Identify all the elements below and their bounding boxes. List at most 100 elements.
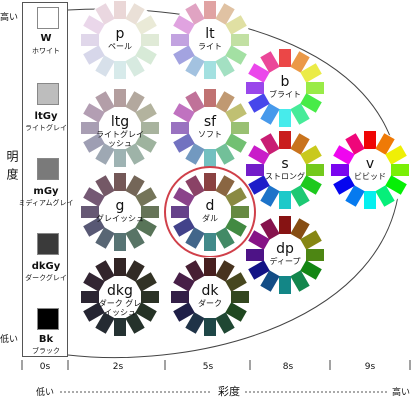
wheel-center — [350, 150, 390, 190]
hue-segment — [204, 89, 216, 107]
hue-segment — [81, 34, 99, 46]
hue-segment — [83, 302, 105, 322]
hue-segment — [231, 34, 249, 46]
tone-wheel-ltg — [80, 88, 160, 168]
hue-segment — [246, 164, 264, 176]
wheel-center — [100, 192, 140, 232]
hue-segment — [231, 291, 249, 303]
saturation-level: 2s — [112, 362, 124, 372]
hue-segment — [114, 1, 126, 19]
hue-segment — [185, 91, 205, 113]
hue-segment — [125, 227, 145, 249]
hue-segment — [114, 233, 126, 251]
hue-segment — [306, 249, 324, 261]
lightness-high-label: 高い — [0, 13, 19, 23]
hue-segment — [375, 133, 395, 155]
hue-segment — [83, 15, 105, 35]
hue-segment — [215, 55, 235, 77]
hue-segment — [225, 15, 247, 35]
wheel-center — [190, 108, 230, 148]
hue-segment — [83, 217, 105, 237]
hue-segment — [135, 217, 157, 237]
hue-segment — [173, 302, 195, 322]
hue-segment — [185, 143, 205, 165]
hue-segment — [171, 122, 189, 134]
hue-segment — [391, 164, 409, 176]
wheel-center — [100, 20, 140, 60]
hue-segment — [300, 260, 322, 280]
hue-segment — [215, 260, 235, 282]
hue-segment — [215, 227, 235, 249]
saturation-axis-label: 彩度 — [218, 385, 240, 398]
hue-segment — [215, 143, 235, 165]
hue-segment — [83, 45, 105, 65]
gray-tone-name: ダークグレイ — [25, 274, 67, 282]
hue-segment — [248, 93, 270, 113]
hue-segment — [260, 133, 280, 155]
hue-segment — [260, 51, 280, 73]
hue-segment — [306, 82, 324, 94]
hue-segment — [95, 91, 115, 113]
hue-segment — [173, 187, 195, 207]
hue-segment — [279, 216, 291, 234]
hue-segment — [260, 185, 280, 207]
hue-segment — [300, 230, 322, 250]
gray-tone-code: ltGy — [34, 111, 58, 122]
hue-segment — [114, 258, 126, 276]
hue-segment — [260, 103, 280, 125]
tone-wheel-d — [164, 166, 256, 258]
hue-segment — [185, 55, 205, 77]
hue-segment — [248, 260, 270, 280]
swatch-black — [37, 308, 59, 330]
wheel-center — [265, 68, 305, 108]
hue-segment — [215, 3, 235, 25]
swatch-white — [37, 7, 59, 29]
gray-tone-code: dkGy — [31, 261, 61, 272]
hue-segment — [204, 149, 216, 167]
swatch-dark-gray — [37, 233, 59, 255]
saturation-level: 0s — [39, 362, 51, 372]
hue-segment — [114, 149, 126, 167]
hue-segment — [246, 249, 264, 261]
hue-segment — [300, 63, 322, 83]
hue-segment — [83, 133, 105, 153]
hue-segment — [246, 82, 264, 94]
gray-tone-name: ミディアムグレイ — [18, 199, 74, 207]
hue-segment — [125, 312, 145, 334]
gray-tone-mgy: mGy ミディアムグレイ — [18, 158, 74, 218]
hue-segment — [225, 217, 247, 237]
hue-segment — [279, 49, 291, 67]
hue-segment — [135, 302, 157, 322]
hue-segment — [171, 206, 189, 218]
hue-segment — [290, 51, 310, 73]
gray-tone-code: Bk — [38, 334, 54, 345]
lightness-axis-label: 明度 — [5, 150, 19, 186]
tone-wheel-b — [245, 48, 325, 128]
hue-segment — [290, 103, 310, 125]
hue-segment — [125, 3, 145, 25]
hue-segment — [185, 175, 205, 197]
hue-segment — [173, 45, 195, 65]
wheel-center — [100, 108, 140, 148]
gray-tone-w: W ホワイト — [23, 7, 67, 67]
hue-segment — [225, 302, 247, 322]
hue-segment — [345, 185, 365, 207]
tone-wheel-v — [330, 130, 410, 210]
hue-segment — [290, 270, 310, 292]
hue-segment — [279, 109, 291, 127]
gray-tone-name: ブラック — [32, 347, 60, 355]
tone-wheel-dk — [170, 257, 250, 337]
tone-wheel-sf — [170, 88, 250, 168]
hue-segment — [173, 15, 195, 35]
gray-tone-code: mGy — [33, 186, 59, 197]
hue-segment — [215, 312, 235, 334]
gray-tone-name: ライトグレイ — [25, 124, 67, 132]
hue-segment — [95, 227, 115, 249]
saturation-level: 8s — [282, 362, 294, 372]
hue-segment — [185, 312, 205, 334]
hue-segment — [260, 218, 280, 240]
hue-segment — [114, 89, 126, 107]
hue-segment — [135, 45, 157, 65]
hue-segment — [385, 145, 407, 165]
